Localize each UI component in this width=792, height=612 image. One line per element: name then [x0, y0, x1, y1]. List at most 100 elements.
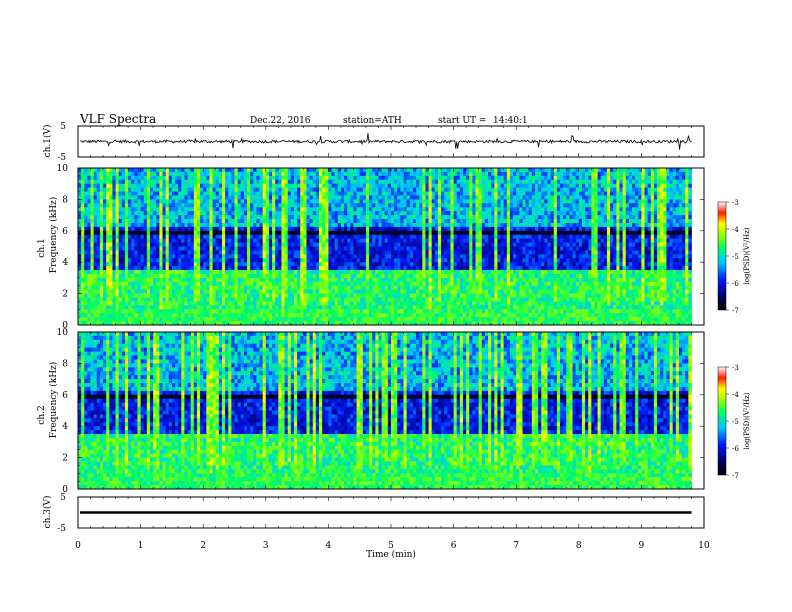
spectrogram-cell	[115, 168, 120, 173]
spectrogram-cell	[253, 203, 257, 208]
spectrogram-cell	[447, 215, 451, 220]
spectrogram-cell	[509, 203, 514, 208]
spectrogram-cell	[550, 222, 555, 228]
spectrogram-cell	[422, 219, 426, 224]
spectrogram-cell	[112, 254, 116, 259]
spectrogram-cell	[90, 234, 95, 240]
spectrogram-cell	[184, 234, 188, 240]
spectrogram-cell	[456, 171, 461, 177]
spectrogram-cell	[635, 258, 639, 263]
spectrogram-cell	[369, 171, 373, 177]
spectrogram-cell	[456, 219, 461, 224]
spectrogram-cell	[678, 254, 683, 259]
spectrogram-cell	[469, 226, 473, 232]
spectrogram-cell	[619, 199, 624, 204]
spectrogram-cell	[409, 258, 414, 263]
spectrogram-cell	[322, 226, 326, 232]
spectrogram-cell	[434, 199, 439, 204]
spectrogram-cell	[475, 246, 480, 251]
spectrogram-cell	[124, 211, 129, 216]
spectrogram-cell	[450, 242, 454, 247]
spectrogram-cell	[309, 222, 314, 228]
spectrogram-cell	[462, 222, 467, 228]
spectrogram-cell	[394, 262, 398, 267]
spectrogram-cell	[209, 234, 213, 240]
spectrogram-cell	[469, 222, 473, 228]
spectrogram-cell	[106, 203, 110, 208]
spectrogram-cell	[412, 258, 417, 263]
spectrogram-cell	[632, 203, 636, 208]
spectrogram-cell	[575, 230, 580, 236]
spectrogram-cell	[619, 187, 624, 192]
spectrogram-cell	[369, 175, 373, 181]
spectrogram-cell	[431, 230, 436, 236]
spectrogram-cell	[315, 254, 320, 259]
spectrogram-cell	[322, 246, 326, 251]
spectrogram-cell	[456, 215, 461, 220]
spectrogram-cell	[522, 187, 526, 192]
spectrogram-cell	[124, 215, 129, 220]
spectrogram-cell	[187, 250, 192, 255]
spectrogram-cell	[503, 222, 508, 228]
spectrogram-cell	[572, 183, 577, 189]
spectrogram-cell	[331, 199, 336, 204]
spectrogram-cell	[491, 258, 495, 263]
spectrogram-cell	[253, 250, 257, 255]
spectrogram-cell	[331, 219, 336, 224]
spectrogram-cell	[387, 175, 392, 181]
spectrogram-cell	[544, 203, 548, 208]
spectrogram-cell	[175, 187, 179, 192]
spectrogram-cell	[162, 171, 167, 177]
spectrogram-cell	[632, 171, 636, 177]
spectrogram-cell	[228, 219, 232, 224]
spectrogram-cell	[572, 234, 577, 240]
spectrogram-cell	[162, 199, 167, 204]
spectrogram-cell	[569, 234, 573, 240]
spectrogram-cell	[365, 168, 370, 173]
spectrogram-cell	[159, 242, 163, 247]
spectrogram-cell	[431, 191, 436, 196]
spectrogram-cell	[275, 246, 279, 251]
spectrogram-cell	[632, 183, 636, 189]
spectrogram-cell	[131, 250, 135, 255]
spectrogram-cell	[406, 230, 411, 236]
spectrogram-cell	[528, 187, 533, 192]
spectrogram-cell	[209, 250, 213, 255]
spectrogram-cell	[403, 230, 408, 236]
spectrogram-cell	[513, 230, 517, 236]
spectrogram-cell	[356, 211, 361, 216]
spectrogram-cell	[143, 171, 148, 177]
spectrogram-cell	[278, 262, 282, 267]
spectrogram-cell	[472, 199, 476, 204]
spectrogram-cell	[347, 262, 351, 267]
spectrogram-cell	[228, 195, 232, 200]
spectrogram-cell	[162, 175, 167, 181]
spectrogram-cell	[90, 168, 95, 173]
spectrogram-cell	[290, 258, 295, 263]
spectrogram-cell	[622, 262, 627, 267]
spectrogram-cell	[124, 226, 129, 232]
spectrogram-cell	[159, 187, 163, 192]
spectrogram-cell	[572, 211, 577, 216]
spectrogram-cell	[353, 258, 357, 263]
spectrogram-cell	[328, 262, 332, 267]
spectrogram-cell	[228, 246, 232, 251]
spectrogram-cell	[409, 254, 414, 259]
spectrogram-cell	[494, 207, 498, 212]
spectrogram-cell	[206, 246, 210, 251]
spectrogram-cell	[171, 175, 176, 181]
spectrogram-cell	[237, 207, 242, 212]
spectrogram-cell	[225, 242, 229, 247]
spectrogram-cell	[81, 191, 85, 196]
spectrogram-cell	[322, 258, 326, 263]
spectrogram-cell	[437, 179, 442, 185]
spectrogram-cell	[653, 207, 658, 212]
spectrogram-cell	[660, 175, 664, 181]
spectrogram-cell	[196, 222, 201, 228]
spectrogram-cell	[588, 262, 592, 267]
spectrogram-cell	[560, 168, 564, 173]
spectrogram-cell	[447, 262, 451, 267]
spectrogram-cell	[450, 254, 454, 259]
spectrogram-cell	[459, 183, 464, 189]
spectrogram-cell	[453, 222, 458, 228]
